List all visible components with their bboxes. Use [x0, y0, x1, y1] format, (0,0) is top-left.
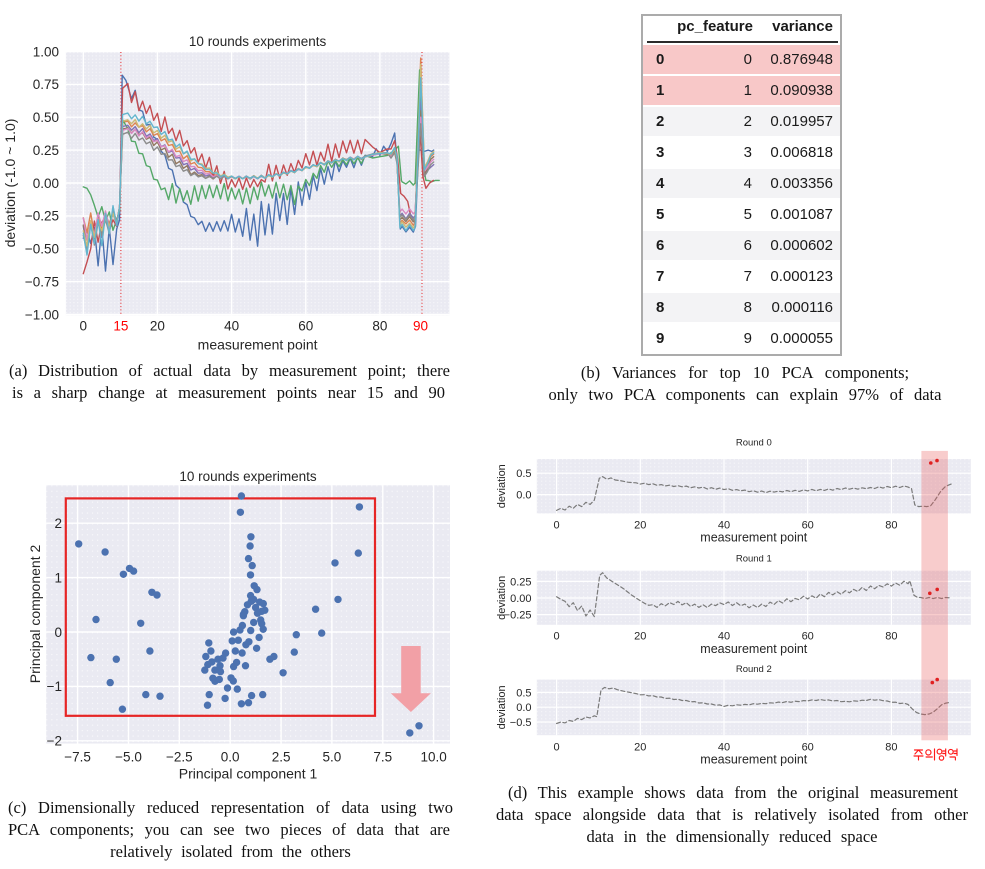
svg-text:0.75: 0.75 — [33, 77, 59, 92]
svg-text:0: 0 — [554, 519, 560, 531]
svg-text:−5.0: −5.0 — [115, 750, 142, 765]
svg-text:0.5: 0.5 — [516, 468, 531, 480]
svg-text:40: 40 — [224, 319, 239, 334]
svg-text:−2.5: −2.5 — [166, 750, 193, 765]
svg-text:15: 15 — [113, 319, 128, 334]
svg-text:80: 80 — [885, 519, 897, 531]
svg-text:40: 40 — [718, 741, 730, 753]
svg-text:0.0: 0.0 — [516, 702, 531, 714]
svg-text:Round 2: Round 2 — [736, 664, 772, 675]
svg-text:Round 1: Round 1 — [736, 554, 772, 565]
svg-text:0: 0 — [554, 631, 560, 643]
svg-text:−7.5: −7.5 — [64, 750, 91, 765]
svg-text:deviation (-1.0 ~ 1.0): deviation (-1.0 ~ 1.0) — [2, 119, 18, 248]
svg-text:measurement point: measurement point — [700, 642, 808, 656]
svg-text:−0.75: −0.75 — [25, 274, 59, 289]
svg-text:80: 80 — [372, 319, 387, 334]
svg-text:0: 0 — [80, 319, 88, 334]
svg-text:0.0: 0.0 — [221, 750, 240, 765]
svg-text:80: 80 — [885, 631, 897, 643]
svg-text:0.00: 0.00 — [510, 593, 531, 605]
svg-text:2: 2 — [54, 516, 62, 531]
svg-text:deviation: deviation — [496, 464, 508, 508]
svg-text:0.50: 0.50 — [33, 110, 59, 125]
svg-text:0.00: 0.00 — [33, 176, 59, 191]
svg-text:0: 0 — [54, 625, 62, 640]
svg-text:Round 0: Round 0 — [736, 438, 772, 449]
svg-text:deviation: deviation — [496, 576, 508, 620]
svg-text:5.0: 5.0 — [323, 750, 342, 765]
svg-text:0: 0 — [554, 741, 560, 753]
svg-text:20: 20 — [634, 631, 646, 643]
svg-text:1: 1 — [54, 570, 62, 585]
svg-text:−0.25: −0.25 — [25, 209, 59, 224]
svg-text:deviation: deviation — [496, 685, 508, 729]
svg-text:60: 60 — [802, 741, 814, 753]
svg-text:0.25: 0.25 — [33, 143, 59, 158]
svg-text:60: 60 — [298, 319, 313, 334]
svg-text:40: 40 — [718, 631, 730, 643]
svg-text:20: 20 — [634, 519, 646, 531]
svg-text:0.5: 0.5 — [516, 687, 531, 699]
svg-text:−2: −2 — [47, 734, 62, 749]
svg-text:40: 40 — [718, 519, 730, 531]
svg-text:Principal component 2: Principal component 2 — [27, 545, 43, 684]
svg-text:7.5: 7.5 — [373, 750, 392, 765]
svg-text:20: 20 — [150, 319, 165, 334]
svg-text:2.5: 2.5 — [272, 750, 291, 765]
svg-text:10.0: 10.0 — [420, 750, 446, 765]
svg-text:−1: −1 — [47, 679, 62, 694]
svg-text:0.25: 0.25 — [510, 576, 531, 588]
svg-text:measurement point: measurement point — [700, 531, 808, 545]
svg-text:−0.5: −0.5 — [510, 717, 532, 729]
svg-text:measurement point: measurement point — [700, 753, 808, 767]
svg-text:20: 20 — [634, 741, 646, 753]
svg-text:60: 60 — [802, 519, 814, 531]
svg-text:Principal component 1: Principal component 1 — [179, 766, 318, 782]
svg-text:0.0: 0.0 — [516, 490, 531, 502]
svg-text:−1.00: −1.00 — [25, 307, 59, 322]
svg-text:measurement point: measurement point — [198, 337, 318, 353]
svg-text:60: 60 — [802, 631, 814, 643]
svg-text:−0.25: −0.25 — [504, 610, 532, 622]
svg-text:1.00: 1.00 — [33, 44, 59, 59]
svg-text:−0.50: −0.50 — [25, 242, 59, 257]
svg-text:90: 90 — [413, 319, 428, 334]
svg-text:10 rounds experiments: 10 rounds experiments — [189, 34, 327, 49]
svg-text:80: 80 — [885, 741, 897, 753]
svg-text:10 rounds experiments: 10 rounds experiments — [179, 469, 317, 484]
